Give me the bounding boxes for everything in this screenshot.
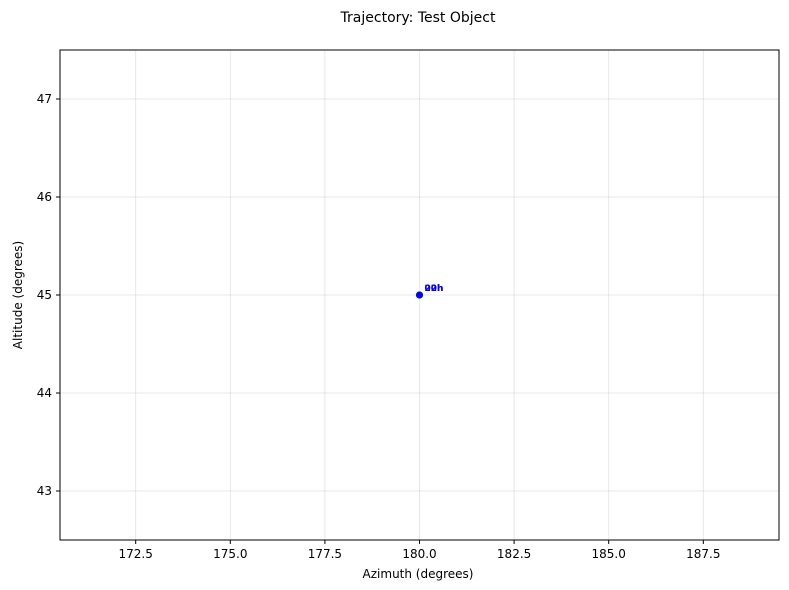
grid-lines <box>60 50 779 540</box>
point-label: 00h <box>425 284 444 294</box>
y-tick-label: 43 <box>37 484 52 498</box>
x-tick-label: 185.0 <box>592 547 626 561</box>
x-axis-label: Azimuth (degrees) <box>363 567 474 581</box>
x-tick-label: 182.5 <box>497 547 531 561</box>
chart-title: Trajectory: Test Object <box>340 10 496 26</box>
y-tick-label: 44 <box>37 386 52 400</box>
point-label: 22h <box>425 284 444 294</box>
x-axis-ticks: 172.5 175.0 177.5 180.0 182.5 185.0 187.5 <box>119 540 720 561</box>
y-axis-ticks: 43 44 45 46 47 <box>37 92 60 498</box>
x-tick-label: 187.5 <box>686 547 720 561</box>
x-tick-label: 175.0 <box>213 547 247 561</box>
x-tick-label: 177.5 <box>308 547 342 561</box>
x-tick-label: 180.0 <box>402 547 436 561</box>
y-tick-label: 47 <box>37 92 52 106</box>
y-tick-label: 45 <box>37 288 52 302</box>
data-point <box>416 291 423 299</box>
y-tick-label: 46 <box>37 190 52 204</box>
x-tick-label: 172.5 <box>119 547 153 561</box>
y-axis-label: Altitude (degrees) <box>11 241 25 349</box>
